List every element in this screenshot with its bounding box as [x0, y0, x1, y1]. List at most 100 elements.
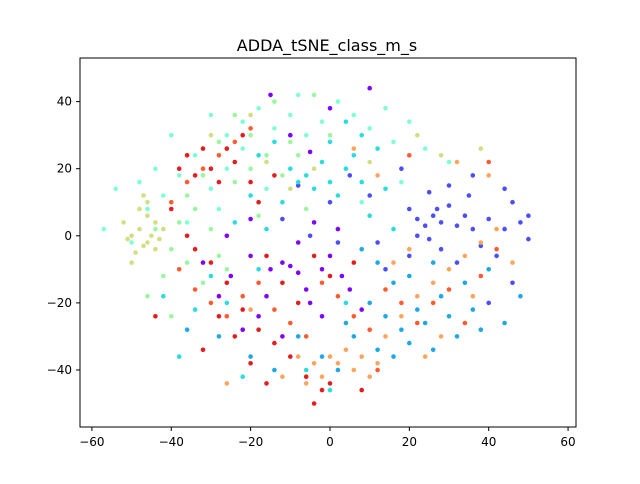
- scatter-point: [438, 246, 444, 252]
- scatter-point: [184, 260, 190, 265]
- scatter-point: [470, 173, 476, 178]
- scatter-point: [248, 361, 253, 366]
- scatter-point: [327, 253, 333, 259]
- scatter-point: [256, 280, 261, 286]
- scatter-point: [351, 314, 357, 319]
- scatter-point: [375, 146, 380, 151]
- scatter-point: [232, 159, 238, 165]
- scatter-point: [375, 240, 380, 245]
- scatter-point: [272, 173, 277, 178]
- scatter-point: [415, 307, 420, 312]
- scatter-point: [319, 374, 325, 380]
- scatter-point: [367, 159, 373, 165]
- scatter-point: [264, 293, 269, 299]
- scatter-point: [446, 314, 452, 319]
- scatter-point: [335, 361, 341, 366]
- scatter-point: [224, 233, 230, 239]
- scatter-point: [216, 153, 222, 158]
- scatter-point: [248, 112, 253, 118]
- scatter-point: [478, 243, 484, 249]
- scatter-point: [224, 300, 230, 306]
- scatter-point: [319, 119, 325, 124]
- scatter-point: [169, 314, 174, 319]
- scatter-point: [462, 280, 468, 286]
- scatter-point: [169, 132, 174, 138]
- scatter-point: [280, 334, 285, 339]
- scatter-point: [295, 300, 301, 306]
- scatter-point: [415, 233, 420, 239]
- scatter-point: [232, 220, 238, 225]
- scatter-point: [347, 173, 353, 178]
- y-axis: −40 −20 0 20 40: [47, 95, 80, 377]
- scatter-point: [295, 92, 301, 98]
- points-layer: [101, 85, 531, 406]
- y-tick-label: −40: [47, 363, 72, 377]
- scatter-point: [383, 106, 388, 111]
- scatter-point: [248, 307, 253, 312]
- scatter-point: [295, 354, 301, 359]
- scatter-point: [153, 314, 158, 319]
- scatter-point: [295, 270, 301, 276]
- scatter-point: [335, 99, 341, 104]
- scatter-point: [224, 146, 230, 151]
- scatter-point: [526, 213, 531, 218]
- scatter-point: [407, 206, 412, 212]
- scatter-point: [256, 267, 261, 272]
- scatter-point: [311, 401, 317, 406]
- scatter-point: [272, 367, 277, 373]
- scatter-point: [200, 280, 206, 286]
- scatter-point: [208, 300, 214, 306]
- scatter-point: [141, 243, 146, 249]
- scatter-point: [176, 267, 182, 272]
- scatter-point: [375, 173, 380, 178]
- scatter-point: [399, 327, 404, 333]
- scatter-point: [176, 166, 182, 171]
- scatter-point: [343, 166, 349, 171]
- scatter-point: [343, 300, 349, 306]
- scatter-point: [335, 293, 341, 299]
- scatter-point: [280, 260, 285, 265]
- scatter-point: [208, 166, 214, 171]
- scatter-point: [248, 179, 253, 185]
- scatter-point: [415, 293, 420, 299]
- scatter-point: [446, 203, 452, 208]
- scatter-point: [351, 260, 357, 265]
- scatter-point: [494, 253, 499, 259]
- scatter-point: [383, 287, 388, 292]
- scatter-point: [430, 280, 436, 286]
- scatter-point: [391, 354, 396, 359]
- x-tick-label: 60: [560, 435, 575, 449]
- scatter-point: [200, 173, 206, 178]
- scatter-point: [367, 85, 373, 91]
- scatter-point: [494, 226, 499, 232]
- scatter-point: [145, 293, 150, 299]
- scatter-point: [478, 273, 484, 279]
- scatter-point: [327, 381, 333, 386]
- scatter-point: [367, 300, 373, 306]
- scatter-point: [375, 367, 380, 373]
- scatter-point: [367, 374, 373, 380]
- scatter-point: [224, 132, 230, 138]
- scatter-point: [430, 260, 436, 265]
- scatter-point: [367, 126, 373, 131]
- scatter-point: [415, 132, 420, 138]
- scatter-point: [383, 314, 388, 319]
- scatter-point: [256, 213, 261, 218]
- scatter-point: [176, 173, 182, 178]
- scatter-point: [169, 246, 174, 252]
- scatter-point: [510, 280, 515, 286]
- scatter-point: [288, 112, 293, 118]
- scatter-point: [192, 173, 198, 178]
- y-tick-label: −20: [47, 296, 72, 310]
- scatter-point: [129, 240, 134, 245]
- scatter-point: [153, 226, 158, 232]
- scatter-point: [303, 374, 309, 380]
- scatter-point: [240, 132, 245, 138]
- scatter-point: [327, 179, 333, 185]
- scatter-point: [137, 206, 142, 212]
- scatter-point: [280, 199, 285, 205]
- scatter-point: [192, 153, 198, 158]
- scatter-point: [311, 220, 317, 225]
- scatter-point: [391, 260, 396, 265]
- scatter-point: [256, 199, 261, 205]
